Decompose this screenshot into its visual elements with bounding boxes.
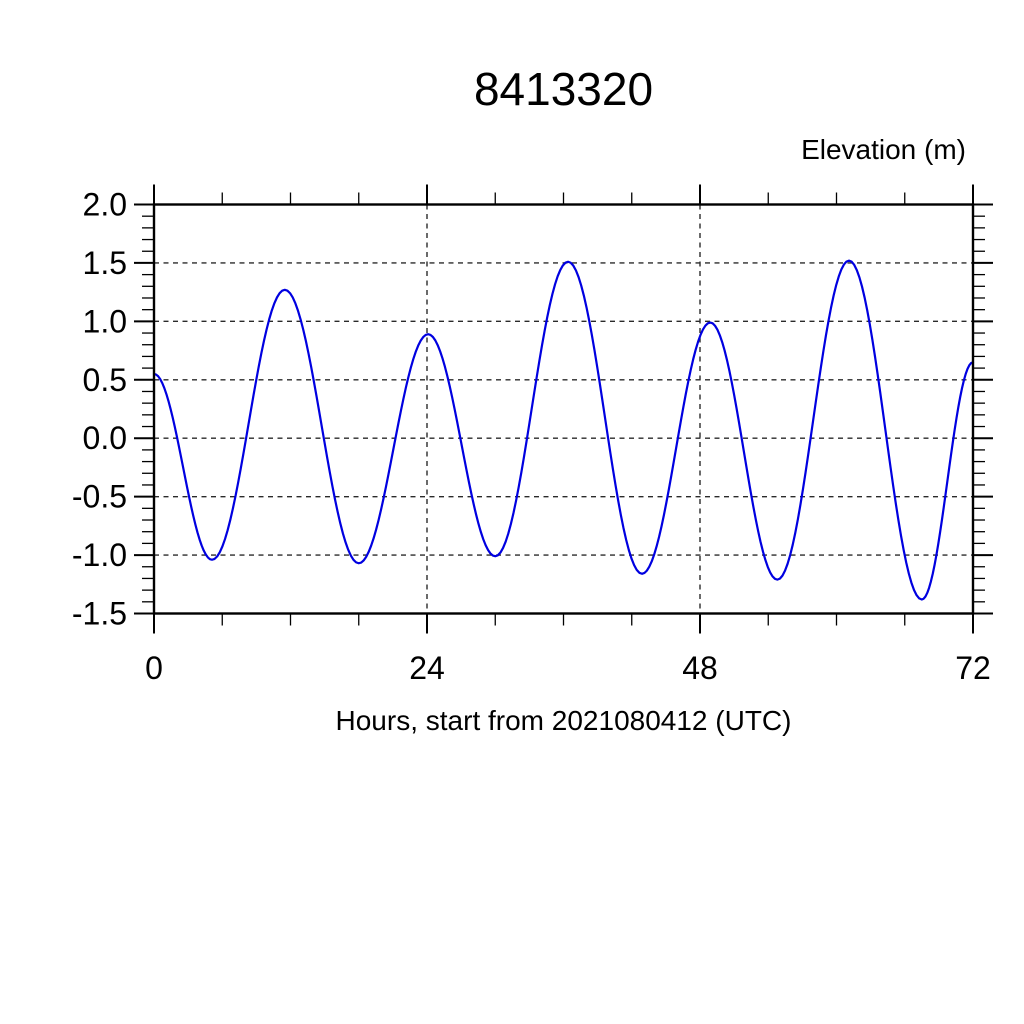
x-axis-label: Hours, start from 2021080412 (UTC) (335, 705, 792, 736)
x-tick-label: 0 (145, 650, 163, 686)
tide-curve (152, 259, 975, 601)
axis-ticks (134, 184, 993, 634)
y-tick-label: -0.5 (72, 479, 127, 515)
x-tick-label: 48 (682, 650, 718, 686)
tick-labels: 2.0 1.5 1.0 0.5 0.0 -0.5 -1.0 -1.5 0 24 48 72 (72, 187, 991, 687)
y-tick-label: -1.5 (72, 596, 127, 632)
y-tick-label: -1.0 (72, 537, 127, 573)
y-tick-label: 0.5 (83, 362, 127, 398)
x-tick-label: 72 (955, 650, 991, 686)
x-tick-label: 24 (409, 650, 445, 686)
y-tick-label: 0.0 (83, 420, 127, 456)
y-tick-label: 2.0 (83, 187, 127, 223)
plot-frame (152, 203, 975, 615)
y-axis-title: Elevation (m) (801, 134, 966, 165)
y-tick-label: 1.5 (83, 245, 127, 281)
y-tick-label: 1.0 (83, 303, 127, 339)
gridlines (154, 204, 973, 614)
chart-title: 8413320 (473, 63, 654, 115)
